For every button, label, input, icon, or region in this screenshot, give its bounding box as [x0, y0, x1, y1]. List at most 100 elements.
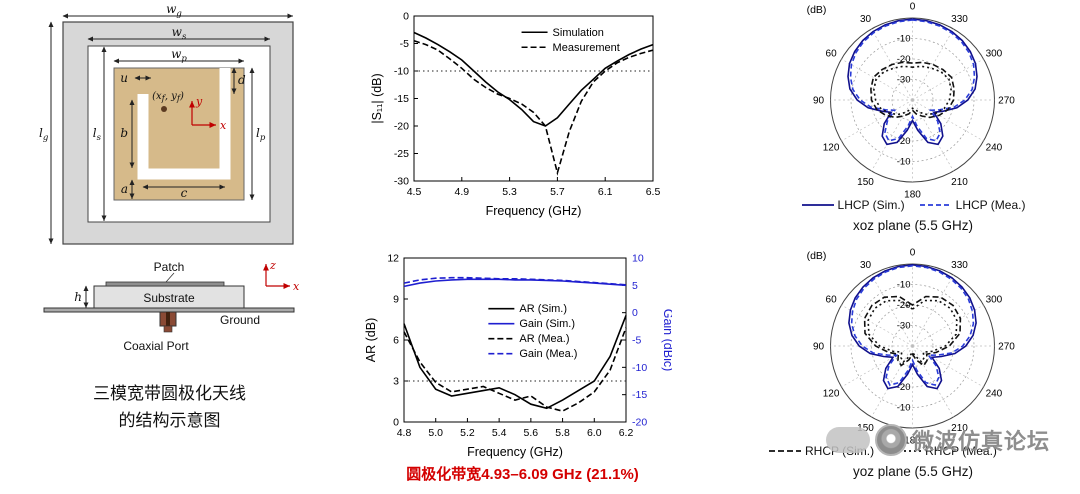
svg-text:270: 270	[998, 96, 1015, 107]
svg-text:5: 5	[632, 280, 638, 292]
antenna-top-view-diagram: wg lg ws ls wp lp u d b c a (xf, yf) x y	[39, 4, 294, 245]
antenna-side-view-diagram: Patch Substrate Ground h Coaxial Port x …	[43, 259, 300, 353]
svg-text:5.6: 5.6	[524, 427, 539, 439]
s11-chart-svg: 4.5 4.9 5.3 5.7 6.1 6.5 0 -5 -10 -15 -20 -25 -30 Simu…	[370, 11, 661, 219]
svg-text:-10: -10	[897, 34, 911, 45]
svg-text:5.2: 5.2	[460, 427, 475, 439]
substrate-label: Substrate	[143, 291, 195, 305]
svg-text:180: 180	[904, 436, 921, 447]
svg-text:6: 6	[393, 335, 399, 347]
svg-text:-20: -20	[897, 54, 911, 65]
coax-stub	[163, 325, 173, 333]
svg-text:180: 180	[904, 190, 921, 201]
svg-text:330: 330	[951, 14, 968, 25]
svg-text:Frequency (GHz): Frequency (GHz)	[486, 204, 582, 218]
polar-chart-yoz-svg: 0 30 60 90 120 150 180 210 240 270 300 330 -10 -20 -30…	[807, 248, 1016, 447]
c-label: c	[181, 186, 188, 200]
svg-text:Gain (Sim.): Gain (Sim.)	[519, 318, 575, 330]
svg-text:-15: -15	[632, 389, 647, 401]
h-label: h	[74, 290, 82, 304]
svg-text:-10: -10	[897, 280, 911, 291]
svg-text:240: 240	[986, 389, 1003, 400]
u-slot	[137, 68, 231, 180]
svg-text:6.5: 6.5	[646, 186, 661, 198]
svg-text:30: 30	[860, 14, 872, 25]
svg-text:300: 300	[986, 49, 1003, 60]
watermark-text: 微波仿真论坛	[912, 429, 1051, 454]
ground-label: Ground	[220, 313, 260, 327]
lp-label: lp	[256, 126, 266, 143]
svg-text:Frequency (GHz): Frequency (GHz)	[467, 445, 563, 459]
svg-text:150: 150	[857, 177, 874, 188]
svg-text:-30: -30	[897, 321, 911, 332]
watermark-logo-icon	[875, 424, 907, 456]
x-axis-label: x	[220, 119, 227, 132]
legend-item: LHCP (Sim.)	[801, 198, 905, 212]
ar-gain-chart-svg: 4.8 5.0 5.2 5.4 5.6 5.8 6.0 6.2 0 3 6 9 12 10 5 0 -5 -10 -…	[364, 253, 675, 460]
svg-text:Measurement: Measurement	[553, 42, 620, 54]
svg-text:210: 210	[951, 177, 968, 188]
svg-text:5.8: 5.8	[555, 427, 570, 439]
plane-label-xoz: xoz plane (5.5 GHz)	[852, 218, 974, 233]
b-label: b	[120, 126, 128, 140]
svg-text:5.4: 5.4	[492, 427, 507, 439]
x-axis-label-side: x	[293, 280, 300, 293]
s11-chart: 4.5 4.9 5.3 5.7 6.1 6.5 0 -5 -10 -15 -20 -25 -30 Simu…	[368, 6, 663, 226]
svg-text:(dB): (dB)	[807, 4, 827, 16]
svg-text:-20: -20	[897, 136, 911, 147]
watermark-blob	[826, 427, 870, 453]
svg-text:0: 0	[403, 11, 409, 23]
svg-text:330: 330	[951, 260, 968, 271]
caption-line-2: 的结构示意图	[118, 411, 221, 431]
svg-text:AR (dB): AR (dB)	[364, 318, 378, 362]
patch-slab	[105, 281, 225, 287]
svg-text:300: 300	[986, 295, 1003, 306]
polar-chart-yoz: 0 30 60 90 120 150 180 210 240 270 300 330 -10 -20 -30…	[755, 246, 1070, 451]
svg-text:Gain (dBic): Gain (dBic)	[661, 309, 672, 372]
ground-slab	[43, 307, 295, 313]
svg-text:60: 60	[826, 295, 838, 306]
svg-text:240: 240	[986, 143, 1003, 154]
svg-text:150: 150	[857, 423, 874, 434]
u-label: u	[120, 71, 128, 85]
polar-chart-xoz: 0 30 60 90 120 150 180 210 240 270 300 330 -10 -20 -30…	[755, 0, 1070, 205]
svg-text:-30: -30	[394, 176, 409, 188]
diagram-caption: 三模宽带圆极化天线 的结构示意图	[52, 380, 287, 434]
svg-text:3: 3	[393, 376, 399, 388]
y-axis-label: y	[195, 95, 203, 108]
coax-pin	[166, 312, 170, 326]
ws-label: ws	[172, 25, 187, 42]
svg-text:-20: -20	[897, 382, 911, 393]
svg-text:0: 0	[910, 2, 916, 13]
watermark: 微波仿真论坛	[826, 424, 1050, 456]
svg-text:5.7: 5.7	[550, 186, 565, 198]
svg-text:120: 120	[823, 143, 840, 154]
svg-text:30: 30	[860, 260, 872, 271]
plane-label-yoz: yoz plane (5.5 GHz)	[852, 464, 974, 479]
legend-item: LHCP (Mea.)	[919, 198, 1025, 212]
svg-text:-10: -10	[632, 362, 647, 374]
svg-text:-20: -20	[394, 121, 409, 133]
svg-text:-10: -10	[394, 66, 409, 78]
d-label: d	[238, 73, 246, 87]
svg-text:-30: -30	[897, 75, 911, 86]
feed-point-label: (xf, yf)	[152, 91, 184, 104]
svg-text:0: 0	[393, 417, 399, 429]
svg-text:60: 60	[826, 49, 838, 60]
coax-label: Coaxial Port	[123, 339, 189, 353]
legend-label: RHCP (Mea.)	[925, 444, 997, 458]
feed-point	[161, 106, 167, 112]
svg-text:-15: -15	[394, 93, 409, 105]
svg-text:6.0: 6.0	[587, 427, 602, 439]
svg-text:Gain (Mea.): Gain (Mea.)	[519, 348, 577, 360]
ls-label: ls	[93, 126, 102, 143]
svg-text:6.2: 6.2	[619, 427, 634, 439]
svg-text:4.5: 4.5	[407, 186, 422, 198]
svg-text:5.0: 5.0	[428, 427, 443, 439]
z-axis-label-side: z	[269, 259, 276, 272]
svg-text:12: 12	[387, 253, 399, 265]
svg-text:4.9: 4.9	[454, 186, 469, 198]
svg-text:0: 0	[910, 248, 916, 259]
patch-label: Patch	[154, 260, 185, 274]
